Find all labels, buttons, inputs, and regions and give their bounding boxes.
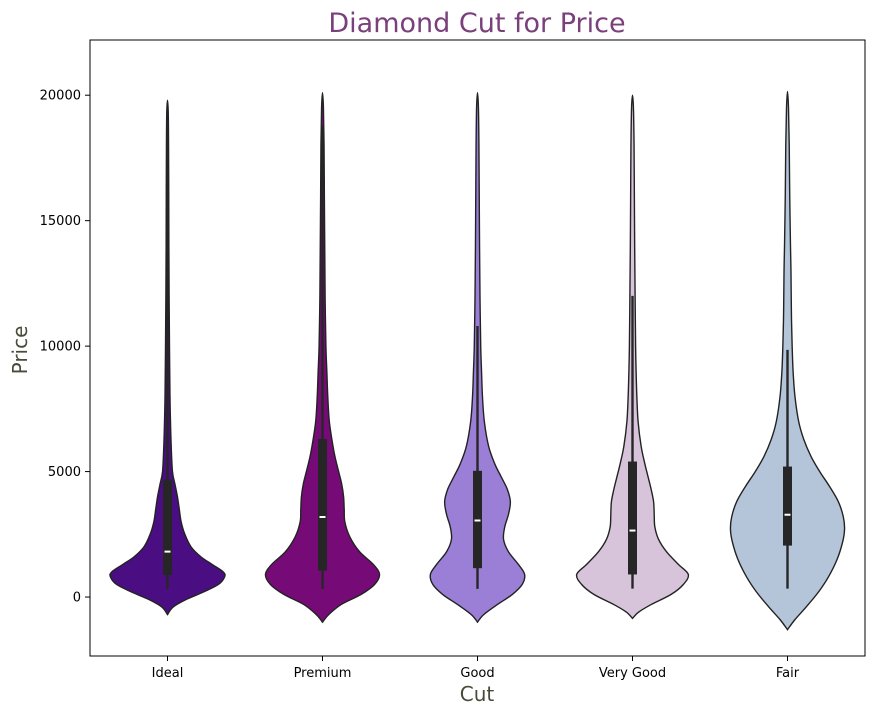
x-tick-label-premium: Premium <box>294 666 352 681</box>
iqr-box-very-good <box>628 461 637 575</box>
iqr-box-good <box>473 470 482 569</box>
x-tick-label-very-good: Very Good <box>599 666 666 681</box>
x-axis-label: Cut <box>460 682 495 706</box>
x-tick-label-ideal: Ideal <box>152 666 184 681</box>
iqr-box-premium <box>318 438 327 571</box>
x-tick-label-good: Good <box>460 666 494 681</box>
y-tick-label-10000: 10000 <box>40 340 81 355</box>
y-tick-label-20000: 20000 <box>40 89 81 104</box>
y-tick-label-0: 0 <box>73 591 81 606</box>
y-axis-label: Price <box>8 326 32 375</box>
iqr-box-ideal <box>163 479 172 575</box>
axes-frame <box>89 39 866 657</box>
x-tick-label-fair: Fair <box>776 666 800 681</box>
iqr-box-fair <box>783 466 792 546</box>
plot-area <box>109 90 846 661</box>
y-tick-label-5000: 5000 <box>48 465 81 480</box>
y-tick-label-15000: 15000 <box>40 214 81 229</box>
chart-title: Diamond Cut for Price <box>328 8 625 39</box>
